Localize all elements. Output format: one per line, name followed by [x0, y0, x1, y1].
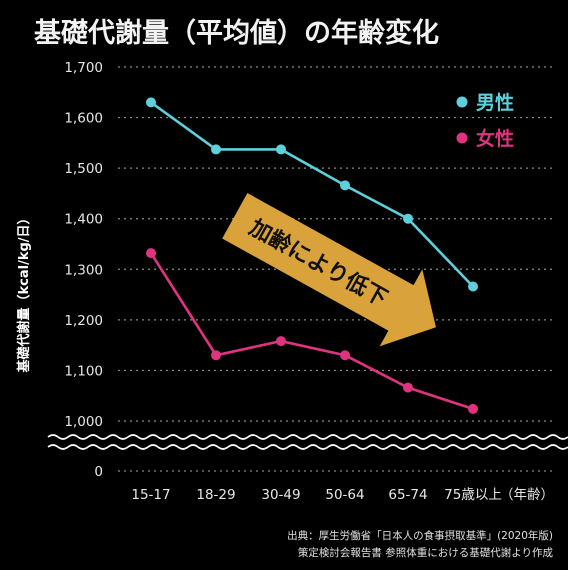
y-tick-label: 1,100: [64, 363, 103, 379]
x-axis-suffix: （年齢）: [500, 487, 554, 503]
y-tick-label: 1,300: [64, 262, 103, 278]
x-ticks: 15-17 18-29 30-49 50-64 65-74 75歳以上（年齢）: [131, 487, 554, 503]
data-point: [340, 350, 350, 361]
y-ticks: 1,700 1,600 1,500 1,400 1,300 1,200 1,100 1,000…: [64, 60, 103, 480]
y-tick-label-zero: 0: [94, 464, 103, 480]
x-tick-label: 18-29: [196, 487, 235, 503]
y-tick-label: 1,000: [64, 414, 103, 430]
x-tick-label: 50-64: [325, 487, 364, 503]
x-tick-label: 30-49: [261, 487, 300, 503]
data-point: [403, 382, 413, 393]
series-layer: [146, 97, 478, 414]
break-wave: [47, 444, 568, 450]
source-line: 出典：厚生労働省「日本人の食事摂取基準」(2020年版): [287, 529, 553, 542]
data-point: [211, 350, 221, 361]
data-point: [146, 97, 156, 108]
data-point: [403, 213, 413, 224]
data-point: [146, 248, 156, 259]
break-wave: [47, 434, 568, 440]
data-point: [468, 403, 478, 414]
x-tick-label: 75歳以上: [444, 487, 502, 503]
data-point: [340, 180, 350, 191]
source-line: 策定検討会報告書 参照体重における基礎代謝より作成: [298, 546, 554, 559]
legend-marker: [456, 132, 468, 144]
series-line-0: [150, 101, 474, 288]
y-tick-label: 1,200: [64, 313, 103, 329]
legend-label: 男性: [476, 91, 514, 114]
chart-title: 基礎代謝量（平均値）の年齢変化: [34, 17, 439, 49]
x-tick-label: 15-17: [131, 487, 170, 503]
legend-marker: [456, 96, 468, 108]
series-line-1: [149, 252, 474, 411]
data-point: [468, 281, 478, 292]
arrow-shape: [222, 193, 436, 347]
source-note: 出典：厚生労働省「日本人の食事摂取基準」(2020年版) 策定検討会報告書 参照体…: [287, 529, 553, 559]
x-tick-label: 65-74: [388, 487, 427, 503]
axis-break: [47, 434, 568, 450]
y-tick-label: 1,700: [64, 60, 103, 76]
data-point: [211, 144, 221, 155]
y-tick-label: 1,500: [64, 161, 103, 177]
y-tick-label: 1,400: [64, 212, 103, 228]
data-point: [276, 144, 286, 155]
data-point: [276, 336, 286, 347]
y-tick-label: 1,600: [64, 111, 103, 127]
grid: [118, 66, 555, 472]
legend-label: 女性: [476, 127, 514, 150]
y-axis-label: 基礎代謝量（kcal/kg/日）: [16, 211, 32, 373]
